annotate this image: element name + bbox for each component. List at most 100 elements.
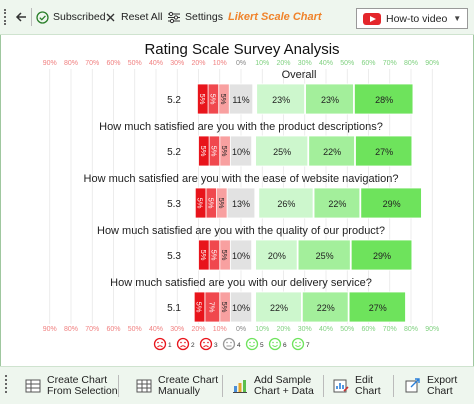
face-eye — [226, 341, 228, 344]
bar-segment — [256, 83, 305, 115]
bar-value-label: 22% — [270, 303, 288, 313]
axis-tick-label: 60% — [361, 326, 375, 333]
face-outline — [222, 337, 236, 351]
toolbar-separator — [31, 8, 32, 26]
rating-face-icon — [199, 337, 213, 351]
rating-face-icon — [268, 337, 282, 351]
bar-value-label: 5% — [195, 302, 204, 313]
bar-segment — [198, 239, 210, 271]
face-outline — [153, 337, 167, 351]
axis-tick-label: 10% — [255, 60, 269, 67]
grid-edit-icon — [136, 379, 152, 393]
toolbar-grip[interactable] — [4, 9, 9, 25]
bar-segment — [355, 135, 413, 167]
export-chart-line1: Export — [427, 374, 458, 386]
chevron-down-icon: ▼ — [453, 14, 462, 23]
sample-chart-icon — [233, 380, 247, 393]
export-chart-button[interactable]: Export Chart — [405, 371, 457, 401]
bottom-grip[interactable] — [5, 375, 10, 393]
axis-tick-label: 70% — [85, 326, 99, 333]
legend-label: 4 — [237, 342, 241, 349]
face-eye — [230, 341, 232, 344]
bar-segment — [226, 187, 256, 219]
axis-tick-label: 50% — [340, 60, 354, 67]
face-eye — [161, 341, 163, 344]
bar-segment — [350, 239, 413, 271]
bar-value-label: 5% — [220, 250, 229, 261]
axis-tick-label: 0% — [236, 326, 246, 333]
bar-value-label: 28% — [375, 95, 393, 105]
rating-face-icon — [291, 337, 305, 351]
face-eye — [157, 341, 159, 344]
axis-tick-label: 30% — [298, 326, 312, 333]
axis-tick-label: 10% — [213, 326, 227, 333]
axis-tick-label: 20% — [276, 60, 290, 67]
bar-value-label: 5% — [219, 94, 228, 105]
edit-chart-line1: Edit — [355, 374, 374, 386]
bar-value-label: 5% — [198, 94, 207, 105]
top-toolbar: Subscribed Reset All Settings Likert Sca… — [0, 0, 474, 35]
bar-segment — [258, 187, 314, 219]
add-sample-line2: Chart + Data — [254, 385, 314, 397]
how-to-video-button[interactable]: How-to video ▼ — [356, 8, 468, 29]
bar-segment — [228, 83, 254, 115]
subscribed-button[interactable]: Subscribed — [36, 0, 106, 34]
create-chart-manually-button[interactable]: Create Chart Manually — [136, 371, 218, 401]
legend-label: 2 — [191, 342, 195, 349]
bar-segment — [255, 135, 309, 167]
axis-tick-label: 80% — [64, 326, 78, 333]
bar-value-label: 23% — [272, 95, 290, 105]
bar-segment — [301, 291, 349, 323]
face-outline — [176, 337, 190, 351]
axis-tick-label: 40% — [319, 326, 333, 333]
subscribed-label: Subscribed — [53, 11, 106, 23]
face-mouth — [157, 345, 163, 348]
face-eye — [184, 341, 186, 344]
bar-segment — [308, 135, 355, 167]
back-arrow-icon — [15, 12, 26, 22]
category-label: Overall — [282, 69, 317, 81]
add-sample-chart-button[interactable]: Add Sample Chart + Data — [232, 371, 314, 401]
face-mouth — [272, 344, 278, 347]
bar-segment — [305, 83, 354, 115]
axis-tick-label: 60% — [361, 60, 375, 67]
create-from-selection-line2: From Selection — [47, 385, 118, 397]
bar-value-label: 29% — [383, 199, 401, 209]
edit-chart-line2: Chart — [355, 385, 381, 397]
bar-value-label: 27% — [369, 303, 387, 313]
likert-chart: Rating Scale Survey Analysis 90% 80% 70% 60… — [43, 41, 439, 351]
bar-value-label: 29% — [373, 251, 391, 261]
bar-segment — [193, 291, 206, 323]
face-eye — [272, 341, 274, 344]
bottom-separator — [393, 375, 394, 397]
axis-tick-label: 30% — [170, 326, 184, 333]
edit-chart-button[interactable]: Edit Chart — [333, 371, 381, 401]
axis-tick-label: 70% — [85, 60, 99, 67]
reset-all-button[interactable]: Reset All — [104, 0, 162, 34]
face-outline — [199, 337, 213, 351]
legend-label: 6 — [283, 342, 287, 349]
bar-segment — [255, 239, 298, 271]
create-chart-from-selection-button[interactable]: Create Chart From Selection — [25, 371, 118, 401]
axis-tick-label: 60% — [106, 326, 120, 333]
settings-sliders-icon — [168, 11, 180, 23]
axis-tick-label: 80% — [404, 326, 418, 333]
create-from-selection-line1: Create Chart — [47, 374, 108, 386]
bottom-toolbar: Create Chart From Selection Create Chart M… — [0, 366, 474, 404]
add-sample-line1: Add Sample — [254, 374, 312, 386]
axis-tick-label: 30% — [298, 60, 312, 67]
settings-label: Settings — [185, 11, 223, 23]
back-button[interactable] — [14, 0, 28, 34]
bar-value-label: 5% — [220, 302, 229, 313]
axis-tick-label: 80% — [404, 60, 418, 67]
axis-tick-label: 60% — [106, 60, 120, 67]
bar-value-label: 11% — [232, 95, 249, 105]
settings-button[interactable]: Settings — [167, 0, 223, 34]
legend-label: 1 — [168, 342, 172, 349]
checkmark-circle-icon — [36, 10, 49, 24]
face-mouth — [180, 345, 186, 348]
axis-tick-label: 0% — [236, 60, 246, 67]
bar-value-label: 10% — [232, 251, 250, 261]
reset-icon — [106, 13, 115, 21]
bar-value-label: 22% — [317, 303, 335, 313]
